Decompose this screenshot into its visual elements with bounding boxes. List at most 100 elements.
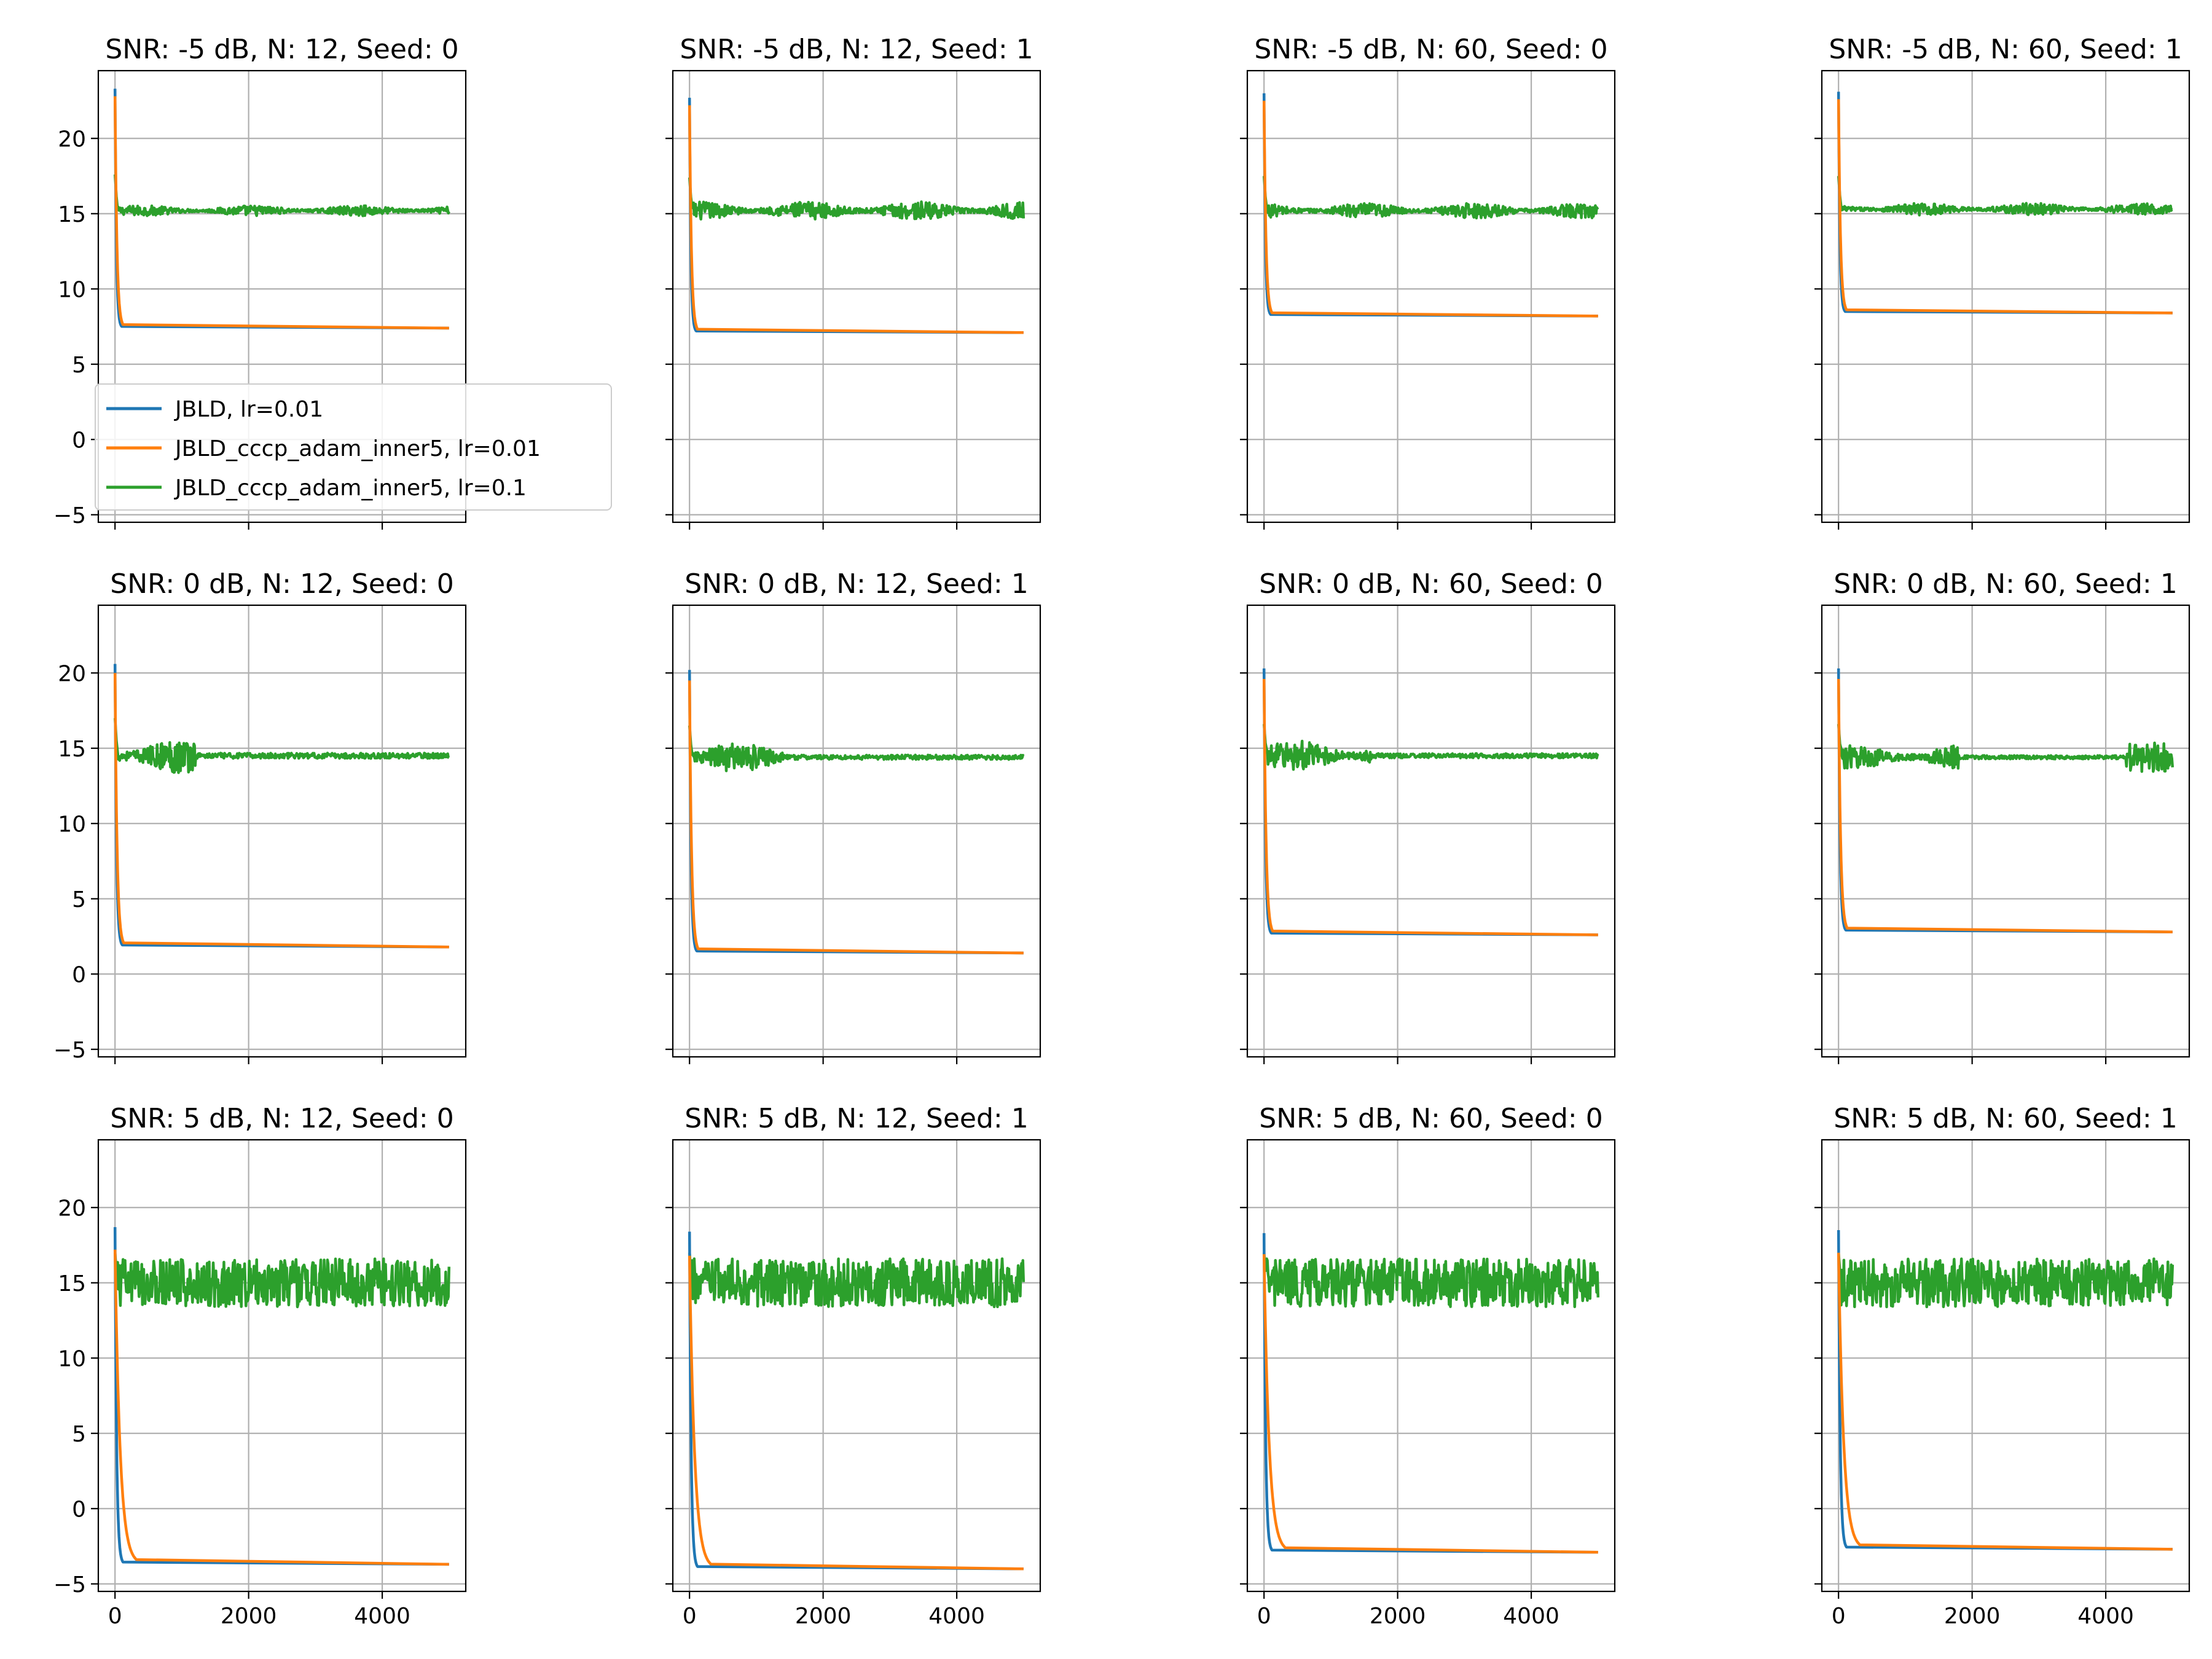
y-tick-label: 15 [58,202,86,227]
subplot-title: SNR: 5 dB, N: 12, Seed: 1 [684,1103,1028,1134]
subplot-title: SNR: -5 dB, N: 60, Seed: 0 [1254,34,1607,65]
subplot-2: SNR: -5 dB, N: 12, Seed: 1 [665,34,1041,530]
y-tick-label: 0 [72,428,86,453]
y-tick-label: 15 [58,1271,86,1296]
y-tick-label: 10 [58,1346,86,1371]
subplot-1: −5 0 5 10 15 20 SNR: -5 dB, N: 12, Seed: 0 JBLD… [53,34,612,530]
y-tick-label: 5 [72,1422,86,1447]
y-tick-label: 15 [58,737,86,762]
y-tick-label: 0 [72,962,86,987]
series-green-line [688,1252,1026,1309]
x-tick-label: 4000 [354,1604,410,1629]
x-tick-label: 2000 [221,1604,277,1629]
subplot-title: SNR: -5 dB, N: 12, Seed: 0 [105,34,458,65]
axes-frame [97,604,467,1058]
series-blue-line [1262,93,1598,318]
x-tick-label: 0 [108,1604,122,1629]
series-blue-line [688,98,1024,334]
axes-frame [1246,604,1616,1058]
series-orange-line [1262,100,1598,318]
subplot-6: SNR: 0 dB, N: 12, Seed: 1 [665,568,1041,1064]
subplot-12: 0 2000 4000 SNR: 5 dB, N: 60, Seed: 1 [1814,1103,2190,1629]
y-tick-label: 0 [72,1497,86,1522]
series-green-line [113,718,450,774]
y-tick-label: 20 [58,1196,86,1221]
y-tick-label: 10 [58,812,86,837]
series-green-line [113,1252,451,1309]
y-tick-label: −5 [53,503,86,528]
axes-frame [1821,1139,2190,1593]
axes-frame [672,69,1041,524]
series-green-line [1837,1252,2175,1309]
x-tick-label: 4000 [1503,1604,1559,1629]
series-orange-line [1837,99,2173,315]
y-tick-label: 20 [58,661,86,686]
x-tick-label: 4000 [2077,1604,2134,1629]
series-orange-line [1837,1252,2173,1551]
series-green-line [1262,724,1599,771]
legend-box [95,383,612,511]
series-green-line [1837,176,2173,217]
series-blue-line [113,664,449,949]
subplot-3: SNR: -5 dB, N: 60, Seed: 0 [1240,34,1616,530]
series-blue-line [113,1227,449,1566]
series-blue-line [1262,668,1598,936]
series-orange-line [1262,678,1598,936]
series-orange-line [688,680,1024,955]
legend-label: JBLD_cccp_adam_inner5, lr=0.01 [174,436,541,461]
axes-frame [97,1139,467,1593]
subplot-8: SNR: 0 dB, N: 60, Seed: 1 [1814,568,2190,1064]
subplot-title: SNR: 0 dB, N: 60, Seed: 0 [1259,568,1602,600]
axes-frame [672,1139,1041,1593]
x-tick-label: 4000 [928,1604,985,1629]
series-orange-line [113,1249,449,1566]
subplot-title: SNR: 5 dB, N: 60, Seed: 1 [1834,1103,2177,1134]
subplot-9: −5 0 5 10 15 20 0 2000 4000 SNR: 5 dB, N: 12, See… [53,1103,467,1629]
subplot-title: SNR: 0 dB, N: 12, Seed: 1 [684,568,1028,600]
series-blue-line [688,670,1024,955]
x-tick-label: 2000 [1370,1604,1426,1629]
series-blue-line [1837,668,2173,933]
series-orange-line [113,96,449,330]
subplot-title: SNR: 0 dB, N: 12, Seed: 0 [110,568,453,600]
series-green-line [1262,1252,1600,1308]
series-blue-line [1837,92,2173,315]
subplot-title: SNR: -5 dB, N: 12, Seed: 1 [680,34,1033,65]
subplot-4: SNR: -5 dB, N: 60, Seed: 1 [1814,34,2190,530]
series-orange-line [1837,678,2173,933]
axes-frame [1821,604,2190,1058]
series-blue-line [1262,1233,1598,1554]
x-tick-label: 2000 [1944,1604,2001,1629]
subplot-11: 0 2000 4000 SNR: 5 dB, N: 60, Seed: 0 [1240,1103,1616,1629]
axes-frame [1246,1139,1616,1593]
series-orange-line [688,1255,1024,1571]
axes-frame [97,69,467,524]
subplot-7: SNR: 0 dB, N: 60, Seed: 0 [1240,568,1616,1064]
y-tick-label: −5 [53,1572,86,1598]
legend-label: JBLD, lr=0.01 [174,397,323,422]
axes-frame [672,604,1041,1058]
series-green-line [113,174,450,218]
subplot-10: 0 2000 4000 SNR: 5 dB, N: 12, Seed: 1 [665,1103,1041,1629]
y-tick-label: 10 [58,277,86,302]
subplot-title: SNR: 5 dB, N: 60, Seed: 0 [1259,1103,1602,1134]
x-tick-label: 0 [1832,1604,1846,1629]
subplot-title: SNR: 0 dB, N: 60, Seed: 1 [1834,568,2177,600]
x-tick-label: 0 [683,1604,697,1629]
series-green-line [1262,176,1599,220]
series-blue-line [1837,1230,2173,1551]
x-tick-label: 0 [1257,1604,1271,1629]
axes-frame [1246,69,1616,524]
legend-label: JBLD_cccp_adam_inner5, lr=0.1 [174,476,527,501]
y-tick-label: 20 [58,127,86,152]
series-green-line [688,177,1026,221]
axes-frame [1821,69,2190,524]
x-tick-label: 2000 [795,1604,852,1629]
subplot-title: SNR: 5 dB, N: 12, Seed: 0 [110,1103,453,1134]
y-tick-label: 5 [72,887,86,912]
subplot-5: −5 0 5 10 15 20 SNR: 0 dB, N: 12, Seed: 0 [53,568,467,1064]
y-tick-label: 5 [72,353,86,378]
series-orange-line [1262,1254,1598,1554]
y-tick-label: −5 [53,1038,86,1063]
